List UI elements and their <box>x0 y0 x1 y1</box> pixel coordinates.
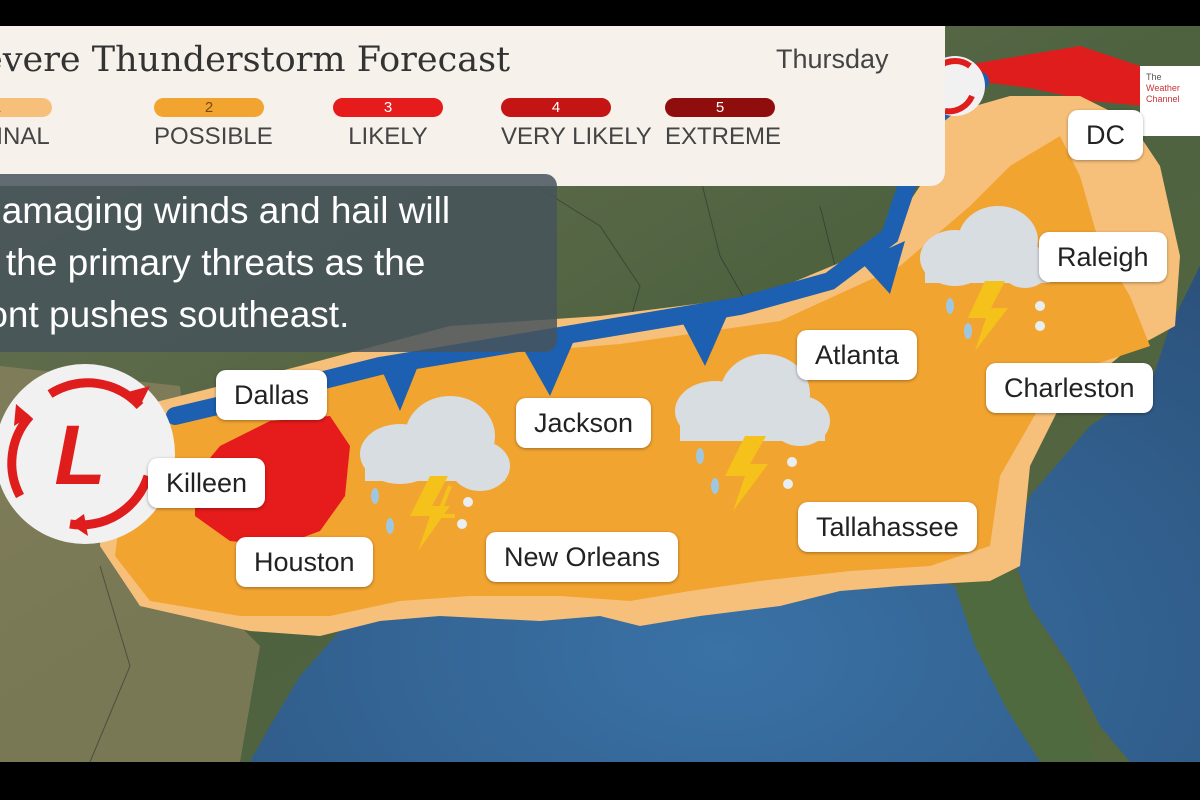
note-line-1: Damaging winds and hail will <box>0 190 451 231</box>
city-label-raleigh: Raleigh <box>1039 232 1167 282</box>
legend-bar-likely: 3 <box>333 98 443 117</box>
storm-icon-mississippi <box>675 354 830 511</box>
weather-channel-logo: The Weather Channel <box>1140 66 1200 136</box>
legend-item-extreme: 5 EXTREME <box>665 98 781 151</box>
city-label-tallahassee: Tallahassee <box>798 502 977 552</box>
legend-label-likely: LIKELY <box>348 123 428 150</box>
logo-line-3: Channel <box>1146 94 1180 104</box>
legend-label-possible: POSSIBLE <box>154 123 273 150</box>
low-pressure-letter: L <box>54 408 105 502</box>
legend-bar-marginal: 1 <box>0 98 52 117</box>
cold-front-teeth <box>380 241 905 411</box>
weather-map-frame: L evere Thunderstorm Forecast Thursday 1… <box>0 26 1200 762</box>
florida-peninsula <box>955 566 1095 762</box>
logo-line-2: Weather <box>1146 83 1180 93</box>
note-line-2: e the primary threats as the <box>0 242 426 283</box>
city-label-houston: Houston <box>236 537 373 587</box>
city-label-new-orleans: New Orleans <box>486 532 679 582</box>
forecast-day: Thursday <box>776 44 889 74</box>
northeast-risk-band <box>960 46 1145 106</box>
likely-risk-area <box>195 416 350 546</box>
legend-bar-very-likely: 4 <box>501 98 611 117</box>
legend-item-marginal: 1 ARGINAL <box>0 98 52 151</box>
legend-bar-extreme: 5 <box>665 98 775 117</box>
legend-label-very-likely: VERY LIKELY <box>501 123 652 150</box>
legend-label-extreme: EXTREME <box>665 123 782 150</box>
note-line-3: ront pushes southeast. <box>0 294 350 335</box>
forecast-note-box: Damaging winds and hail will e the prima… <box>0 174 557 352</box>
low-pressure-symbol <box>0 364 175 544</box>
legend-bar-possible: 2 <box>154 98 264 117</box>
storm-icon-texas <box>360 396 510 551</box>
storm-icon-carolinas <box>920 206 1050 351</box>
city-label-jackson: Jackson <box>516 398 652 448</box>
legend-panel: evere Thunderstorm Forecast Thursday 1 A… <box>0 26 945 186</box>
legend-label-marginal: ARGINAL <box>0 123 50 150</box>
legend-title: evere Thunderstorm Forecast <box>0 40 511 80</box>
legend-item-possible: 2 POSSIBLE <box>154 98 273 151</box>
legend-item-very-likely: 4 VERY LIKELY <box>501 98 652 151</box>
city-label-killeen: Killeen <box>148 458 266 508</box>
city-label-charleston: Charleston <box>986 363 1153 413</box>
city-label-dallas: Dallas <box>216 370 328 420</box>
logo-line-1: The <box>1146 72 1162 82</box>
city-label-dc: DC <box>1068 110 1143 160</box>
city-label-atlanta: Atlanta <box>797 330 918 380</box>
legend-item-likely: 3 LIKELY <box>333 98 443 151</box>
